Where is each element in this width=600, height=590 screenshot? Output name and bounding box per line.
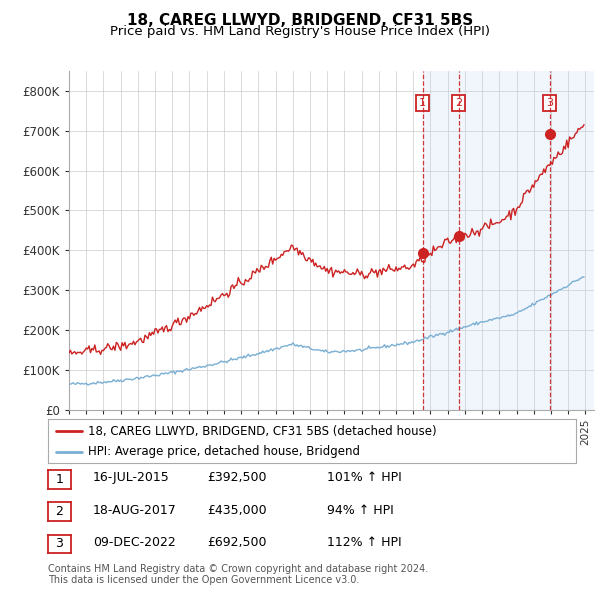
- Bar: [458, 71, 550, 410]
- Text: 2: 2: [455, 98, 462, 108]
- Text: 18-AUG-2017: 18-AUG-2017: [93, 504, 177, 517]
- Text: Contains HM Land Registry data © Crown copyright and database right 2024.
This d: Contains HM Land Registry data © Crown c…: [48, 563, 428, 585]
- Text: 1: 1: [55, 473, 64, 486]
- Text: £392,500: £392,500: [207, 471, 266, 484]
- Text: 16-JUL-2015: 16-JUL-2015: [93, 471, 170, 484]
- Text: 18, CAREG LLWYD, BRIDGEND, CF31 5BS (detached house): 18, CAREG LLWYD, BRIDGEND, CF31 5BS (det…: [88, 425, 436, 438]
- Text: £692,500: £692,500: [207, 536, 266, 549]
- Text: 1: 1: [419, 98, 426, 108]
- Text: 3: 3: [546, 98, 553, 108]
- Text: Price paid vs. HM Land Registry's House Price Index (HPI): Price paid vs. HM Land Registry's House …: [110, 25, 490, 38]
- Text: £435,000: £435,000: [207, 504, 266, 517]
- Text: 09-DEC-2022: 09-DEC-2022: [93, 536, 176, 549]
- Bar: [550, 71, 594, 410]
- Text: 3: 3: [55, 537, 64, 550]
- Bar: [422, 71, 458, 410]
- Text: 18, CAREG LLWYD, BRIDGEND, CF31 5BS: 18, CAREG LLWYD, BRIDGEND, CF31 5BS: [127, 13, 473, 28]
- Text: 2: 2: [55, 505, 64, 518]
- Text: 112% ↑ HPI: 112% ↑ HPI: [327, 536, 401, 549]
- Text: HPI: Average price, detached house, Bridgend: HPI: Average price, detached house, Brid…: [88, 445, 359, 458]
- Text: 101% ↑ HPI: 101% ↑ HPI: [327, 471, 402, 484]
- Text: 94% ↑ HPI: 94% ↑ HPI: [327, 504, 394, 517]
